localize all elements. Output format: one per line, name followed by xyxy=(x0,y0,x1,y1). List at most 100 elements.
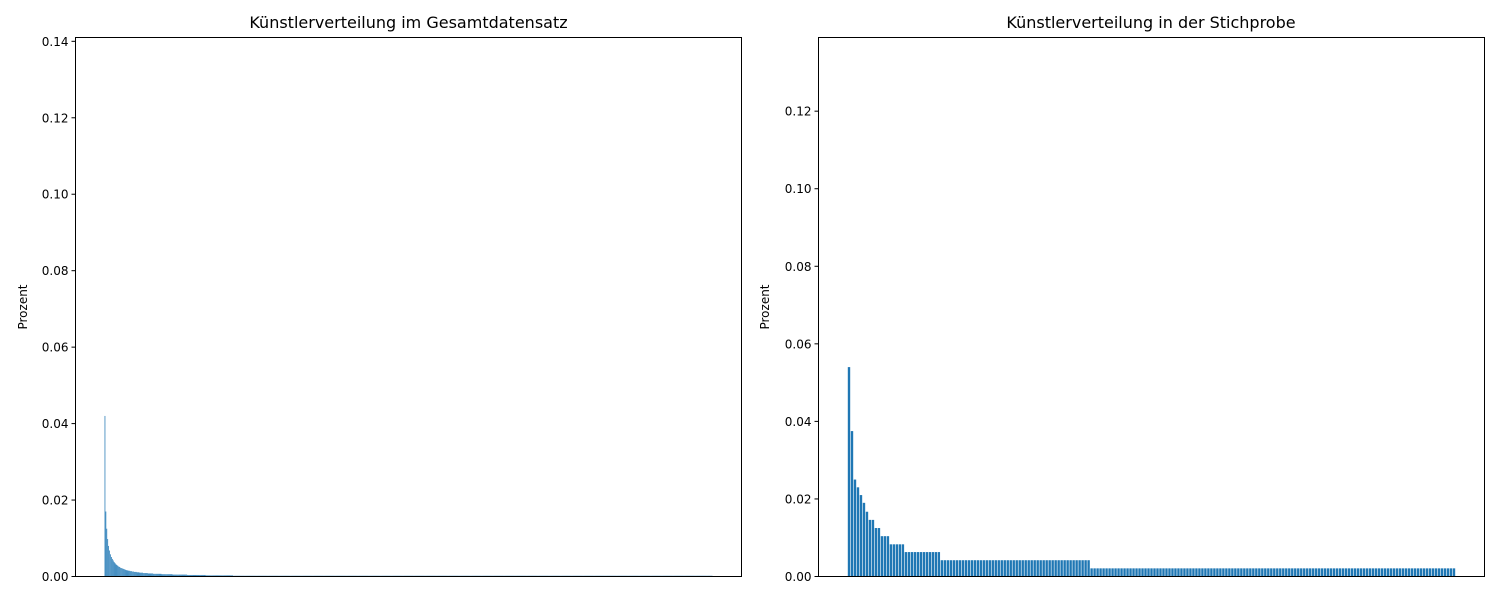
bar xyxy=(979,560,982,577)
bar xyxy=(898,544,902,577)
bar xyxy=(1042,560,1045,577)
bar xyxy=(150,573,152,577)
bar xyxy=(1243,568,1246,577)
bar xyxy=(1153,568,1156,577)
bar xyxy=(1389,568,1393,577)
bar xyxy=(171,574,173,577)
bar xyxy=(1048,560,1051,577)
bar xyxy=(134,571,136,577)
bar xyxy=(910,552,914,577)
bar xyxy=(177,574,178,577)
bar xyxy=(1347,568,1351,577)
y-tick-label: 0.12 xyxy=(42,111,69,125)
bar xyxy=(224,575,226,577)
bar xyxy=(1410,568,1414,577)
bar xyxy=(1425,568,1429,577)
bar xyxy=(213,575,215,577)
bar xyxy=(212,575,213,577)
bar xyxy=(967,560,970,577)
bar xyxy=(928,552,932,577)
bar xyxy=(958,560,962,577)
bar xyxy=(925,552,929,577)
bar xyxy=(232,575,233,577)
bar xyxy=(991,560,994,577)
bar xyxy=(130,571,132,577)
bar xyxy=(154,573,155,577)
bar xyxy=(1327,568,1330,577)
bar xyxy=(1216,568,1219,577)
bar xyxy=(110,554,111,577)
bar xyxy=(197,574,199,577)
bar xyxy=(122,568,123,577)
bar xyxy=(934,552,938,577)
bar xyxy=(1147,568,1150,577)
bar xyxy=(175,574,177,577)
bar xyxy=(1009,560,1012,577)
bar xyxy=(988,560,991,577)
bar xyxy=(1395,568,1399,577)
bar xyxy=(1075,560,1078,577)
bar xyxy=(1102,568,1105,577)
bar xyxy=(1060,560,1063,577)
bar xyxy=(1422,568,1426,577)
bar xyxy=(206,575,208,577)
bar xyxy=(1087,560,1090,577)
bar xyxy=(145,573,146,577)
bar xyxy=(1027,560,1030,577)
bar xyxy=(1117,568,1120,577)
bar xyxy=(230,575,232,577)
bar xyxy=(919,552,923,577)
bar xyxy=(1195,568,1198,577)
bar xyxy=(1335,568,1339,577)
bar xyxy=(1066,560,1069,577)
bar xyxy=(1057,560,1060,577)
bar xyxy=(202,574,204,577)
plot-frame xyxy=(75,37,742,577)
bar xyxy=(1162,568,1165,577)
bar xyxy=(141,572,143,577)
bar xyxy=(223,575,224,577)
bar xyxy=(1024,560,1027,577)
bar xyxy=(1306,568,1309,577)
bar xyxy=(1003,560,1006,577)
bar xyxy=(147,573,149,577)
y-tick-label: 0.00 xyxy=(42,570,69,584)
bar xyxy=(937,552,941,577)
bar xyxy=(922,552,926,577)
y-tick-label: 0.04 xyxy=(785,415,812,429)
bar xyxy=(179,574,181,577)
bar xyxy=(120,567,121,577)
bar xyxy=(1177,568,1180,577)
bar xyxy=(1138,568,1141,577)
bar xyxy=(874,528,878,577)
bars xyxy=(104,415,713,577)
bar xyxy=(916,552,920,577)
bar xyxy=(228,575,230,577)
bar xyxy=(193,574,195,577)
bar xyxy=(1111,568,1114,577)
y-axis-label: Prozent xyxy=(758,284,772,329)
bar xyxy=(106,528,108,577)
bar xyxy=(188,574,189,577)
bar xyxy=(105,511,107,577)
bars xyxy=(847,367,1456,577)
y-tick-label: 0.02 xyxy=(785,492,812,506)
bar xyxy=(209,575,211,577)
bar xyxy=(1383,568,1387,577)
y-tick-label: 0.10 xyxy=(42,188,69,202)
bar xyxy=(859,495,863,577)
bar xyxy=(156,573,158,577)
bar xyxy=(182,574,184,577)
bar xyxy=(1434,568,1438,577)
bar xyxy=(167,574,169,577)
bar xyxy=(1132,568,1135,577)
bar xyxy=(970,560,973,577)
bar xyxy=(1090,568,1093,577)
bar xyxy=(1452,568,1456,577)
bar xyxy=(158,573,160,577)
bar xyxy=(124,569,126,577)
bar xyxy=(982,560,985,577)
bar xyxy=(152,573,154,577)
bar xyxy=(961,560,965,577)
bar xyxy=(207,575,209,577)
